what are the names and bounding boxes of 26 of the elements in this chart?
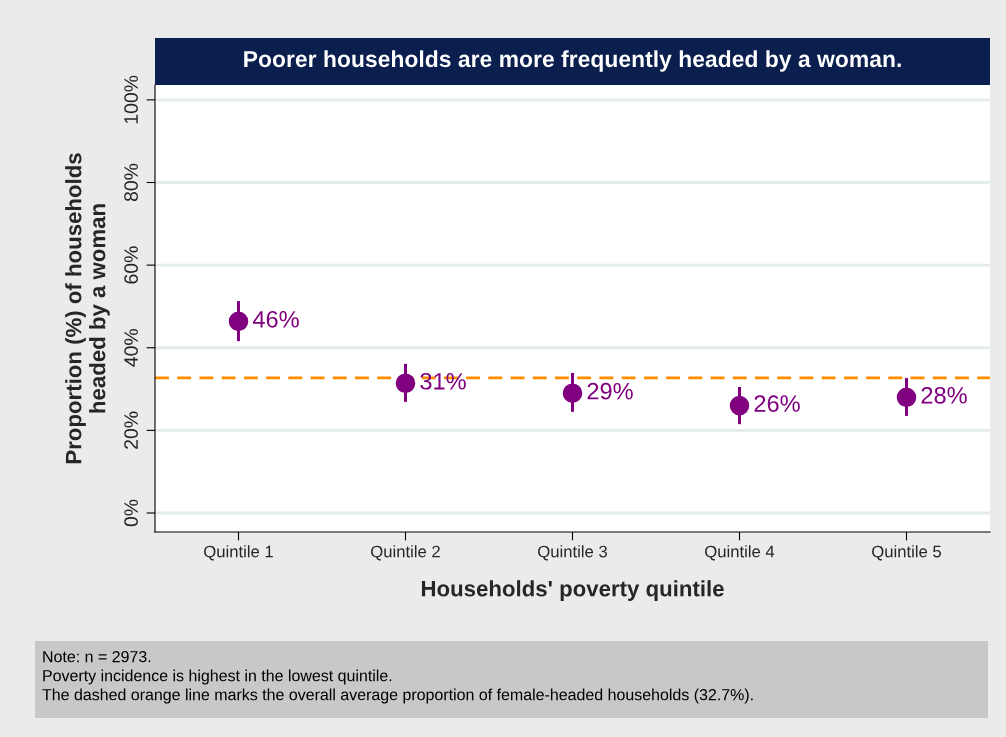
data-label: 46% <box>252 310 299 328</box>
y-axis-title: Proportion (%) of households headed by a woman <box>65 153 110 464</box>
y-tick-label: 0% <box>124 499 138 527</box>
point <box>562 383 583 403</box>
x-tick-label: Quintile 3 <box>538 545 607 561</box>
chart-title: Poorer households are more frequently headed by a woman. <box>244 50 901 72</box>
point <box>228 311 249 332</box>
y-tick-label: 80% <box>124 163 138 202</box>
data-label: 26% <box>754 395 800 412</box>
x-axis-title: Households' poverty quintile <box>421 580 724 601</box>
text: The dashed orange line marks the overall average proportion of female-headed households (32.7%). <box>42 688 753 704</box>
data-label: 29% <box>587 382 633 400</box>
point <box>395 373 416 394</box>
point <box>729 395 750 416</box>
x-tick-label: Quintile 2 <box>371 545 440 561</box>
y-tick-label: 100% <box>124 75 138 124</box>
text: Note: n = 2973. <box>43 650 151 663</box>
x-tick-label: Quintile 1 <box>204 545 273 561</box>
text: Poverty incidence is highest in the lowest quintile. <box>43 669 392 685</box>
y-tick-label: 20% <box>124 411 138 449</box>
y-tick-label: 60% <box>124 246 138 284</box>
x-tick-label: Quintile 5 <box>872 545 942 561</box>
data-label: 28% <box>921 386 967 404</box>
x-tick-label: Quintile 4 <box>705 545 775 561</box>
y-tick-label: 40% <box>124 328 138 367</box>
point <box>896 387 917 408</box>
